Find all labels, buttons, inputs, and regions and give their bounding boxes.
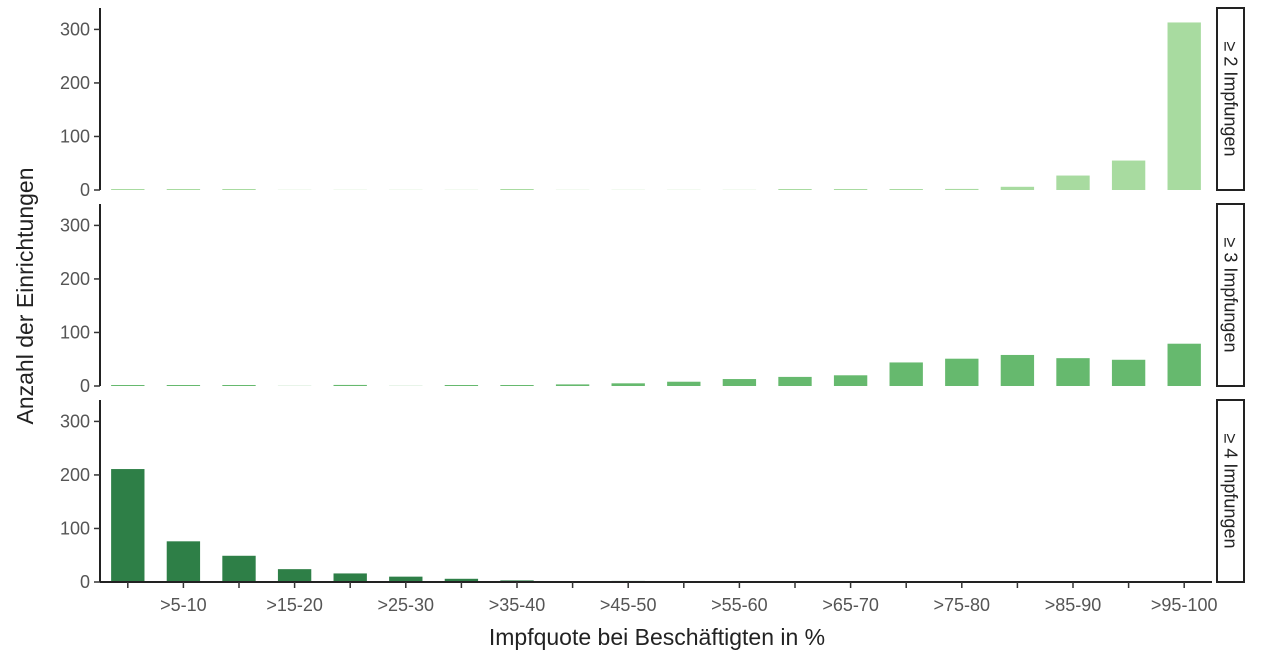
bar->95-100	[1167, 22, 1201, 190]
facet-strip-panel-1	[1216, 7, 1245, 191]
x-tick-label: >75-80	[934, 595, 991, 615]
facet-strip-label: ≥ 4 Impfungen	[1221, 434, 1241, 549]
bar->25-30	[389, 385, 423, 386]
y-tick-label: 300	[60, 411, 90, 431]
bar->55-60	[722, 189, 757, 190]
y-axis-title: Anzahl der Einrichtungen	[12, 168, 38, 425]
x-tick-label: >25-30	[378, 595, 435, 615]
bar->95-100	[1167, 343, 1201, 386]
x-axis-title: Impfquote bei Beschäftigten in %	[489, 624, 825, 650]
facet-strip-label: ≥ 2 Impfungen	[1221, 42, 1241, 157]
bar->35-40	[500, 385, 534, 386]
x-tick-label: >65-70	[822, 595, 879, 615]
bar->20-25	[333, 189, 367, 190]
bar->10-15	[222, 555, 256, 582]
y-tick-label: 100	[60, 518, 90, 538]
bar->85-90	[1056, 358, 1090, 386]
bar->20-25	[333, 384, 367, 386]
x-tick-label: >55-60	[711, 595, 768, 615]
y-tick-label: 200	[60, 73, 90, 93]
bar->25-30	[389, 189, 423, 190]
y-tick-label: 100	[60, 126, 90, 146]
bar->90-95	[1111, 359, 1146, 386]
y-tick-label: 300	[60, 19, 90, 39]
facet-strip-panel-3	[1216, 399, 1245, 583]
bar->0-5	[111, 385, 145, 386]
bar->0-5	[111, 469, 145, 582]
x-tick-label: >95-100	[1151, 595, 1218, 615]
y-tick-label: 100	[60, 322, 90, 342]
facet-strip-label: ≥ 3 Impfungen	[1221, 238, 1241, 353]
bar->50-55	[667, 189, 701, 190]
y-tick-label: 200	[60, 269, 90, 289]
bar->75-80	[945, 188, 979, 190]
bar->40-45	[555, 189, 590, 190]
bar->60-65	[778, 376, 812, 386]
x-tick-label: >85-90	[1045, 595, 1102, 615]
bar->65-70	[833, 189, 868, 190]
bar->30-35	[444, 189, 479, 190]
bar->0-5	[111, 189, 145, 190]
y-tick-label: 0	[80, 376, 90, 396]
bar->10-15	[222, 189, 256, 190]
bar->40-45	[555, 384, 590, 386]
y-tick-label: 0	[80, 572, 90, 592]
bar->85-90	[1056, 175, 1090, 190]
bar->5-10	[166, 385, 201, 386]
bar->70-75	[889, 189, 923, 190]
bar->30-35	[444, 385, 479, 386]
bar->70-75	[889, 362, 923, 386]
bar->25-30	[389, 576, 423, 582]
bar->15-20	[277, 569, 312, 582]
bar->5-10	[166, 189, 201, 190]
bar->55-60	[722, 379, 757, 386]
bar->45-50	[611, 189, 645, 190]
bar->15-20	[277, 189, 312, 190]
facet-strip-panel-2	[1216, 203, 1245, 387]
x-tick-label: >45-50	[600, 595, 657, 615]
x-tick-label: >15-20	[266, 595, 323, 615]
bar->80-85	[1000, 186, 1035, 190]
y-tick-label: 0	[80, 180, 90, 200]
bar->15-20	[277, 385, 312, 386]
bar->80-85	[1000, 354, 1035, 386]
bar->50-55	[667, 381, 701, 386]
bar->90-95	[1111, 160, 1146, 190]
bar->65-70	[833, 375, 868, 386]
bar->45-50	[611, 383, 645, 386]
x-tick-label: >5-10	[160, 595, 207, 615]
y-tick-label: 300	[60, 215, 90, 235]
bar->30-35	[444, 578, 479, 582]
x-tick-label: >35-40	[489, 595, 546, 615]
bar->75-80	[945, 358, 979, 386]
bar->10-15	[222, 385, 256, 386]
y-tick-label: 200	[60, 465, 90, 485]
bar->20-25	[333, 573, 367, 582]
bar->60-65	[778, 189, 812, 190]
bar->35-40	[500, 189, 534, 190]
bar->5-10	[166, 541, 201, 582]
